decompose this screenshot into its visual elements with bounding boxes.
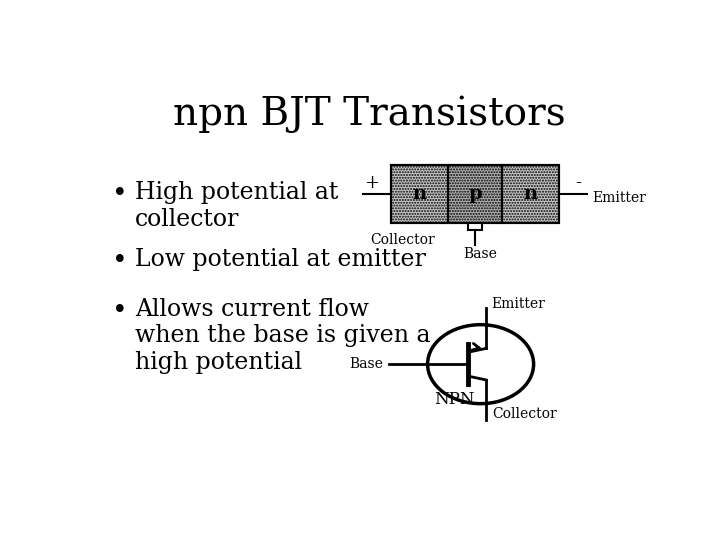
Text: Emitter: Emitter — [492, 297, 546, 311]
Text: •: • — [112, 298, 128, 323]
Text: Collector: Collector — [370, 233, 435, 247]
Text: n: n — [413, 185, 427, 202]
Text: Allows current flow
when the base is given a
high potential: Allows current flow when the base is giv… — [135, 298, 430, 374]
Text: High potential at
collector: High potential at collector — [135, 181, 338, 231]
Text: •: • — [112, 248, 128, 274]
Text: Base: Base — [464, 247, 498, 261]
Text: p: p — [468, 185, 482, 202]
Text: n: n — [523, 185, 537, 202]
Text: •: • — [112, 181, 128, 207]
Text: Base: Base — [349, 357, 383, 371]
Text: Emitter: Emitter — [593, 191, 646, 205]
Text: +: + — [364, 174, 379, 192]
FancyArrowPatch shape — [472, 343, 480, 350]
Bar — [392, 165, 559, 223]
Text: Low potential at emitter: Low potential at emitter — [135, 248, 426, 271]
Bar — [449, 165, 502, 223]
Text: npn BJT Transistors: npn BJT Transistors — [173, 96, 565, 133]
Bar — [502, 165, 559, 223]
Text: -: - — [575, 174, 581, 192]
Bar — [392, 165, 449, 223]
Text: NPN: NPN — [435, 391, 475, 408]
Bar — [468, 223, 482, 230]
Text: Collector: Collector — [492, 407, 557, 421]
